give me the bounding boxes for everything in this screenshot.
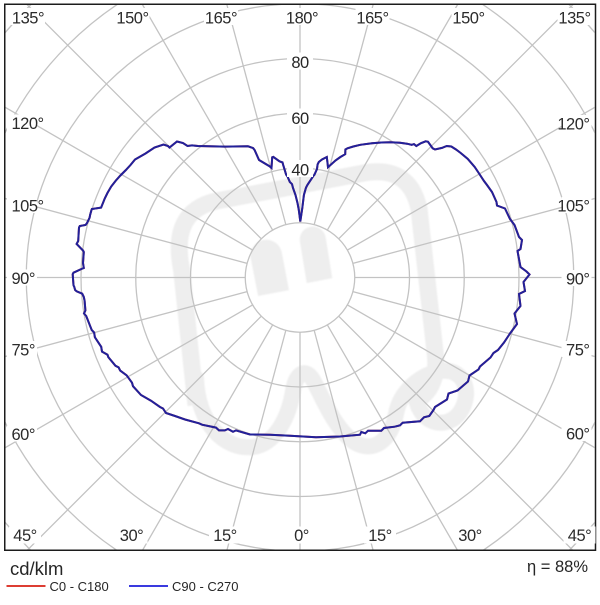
svg-text:15°: 15° bbox=[368, 527, 391, 545]
svg-text:135°: 135° bbox=[558, 10, 590, 28]
svg-text:150°: 150° bbox=[116, 10, 148, 28]
svg-text:75°: 75° bbox=[566, 342, 589, 360]
svg-text:15°: 15° bbox=[213, 527, 236, 545]
svg-text:cd/klm: cd/klm bbox=[10, 558, 63, 579]
svg-text:45°: 45° bbox=[13, 527, 36, 545]
svg-text:165°: 165° bbox=[205, 10, 237, 28]
svg-text:165°: 165° bbox=[356, 10, 388, 28]
svg-text:180°: 180° bbox=[286, 10, 318, 28]
svg-text:75°: 75° bbox=[12, 342, 35, 360]
svg-text:60°: 60° bbox=[12, 426, 35, 444]
svg-text:C0 - C180: C0 - C180 bbox=[50, 579, 109, 594]
svg-text:45°: 45° bbox=[568, 527, 591, 545]
svg-text:150°: 150° bbox=[452, 10, 484, 28]
svg-text:105°: 105° bbox=[557, 198, 589, 216]
svg-text:60°: 60° bbox=[566, 426, 589, 444]
svg-text:120°: 120° bbox=[557, 116, 589, 134]
svg-text:135°: 135° bbox=[12, 10, 44, 28]
svg-text:30°: 30° bbox=[458, 527, 481, 545]
svg-text:105°: 105° bbox=[12, 198, 44, 216]
svg-text:90°: 90° bbox=[566, 271, 589, 289]
svg-text:60: 60 bbox=[291, 110, 309, 128]
svg-text:η = 88%: η = 88% bbox=[527, 558, 588, 576]
svg-text:90°: 90° bbox=[12, 270, 35, 288]
svg-text:80: 80 bbox=[291, 54, 309, 72]
svg-text:0°: 0° bbox=[294, 527, 309, 545]
svg-text:30°: 30° bbox=[120, 527, 143, 545]
svg-text:120°: 120° bbox=[12, 115, 44, 133]
svg-text:40: 40 bbox=[291, 162, 309, 180]
svg-text:C90 - C270: C90 - C270 bbox=[172, 579, 238, 594]
